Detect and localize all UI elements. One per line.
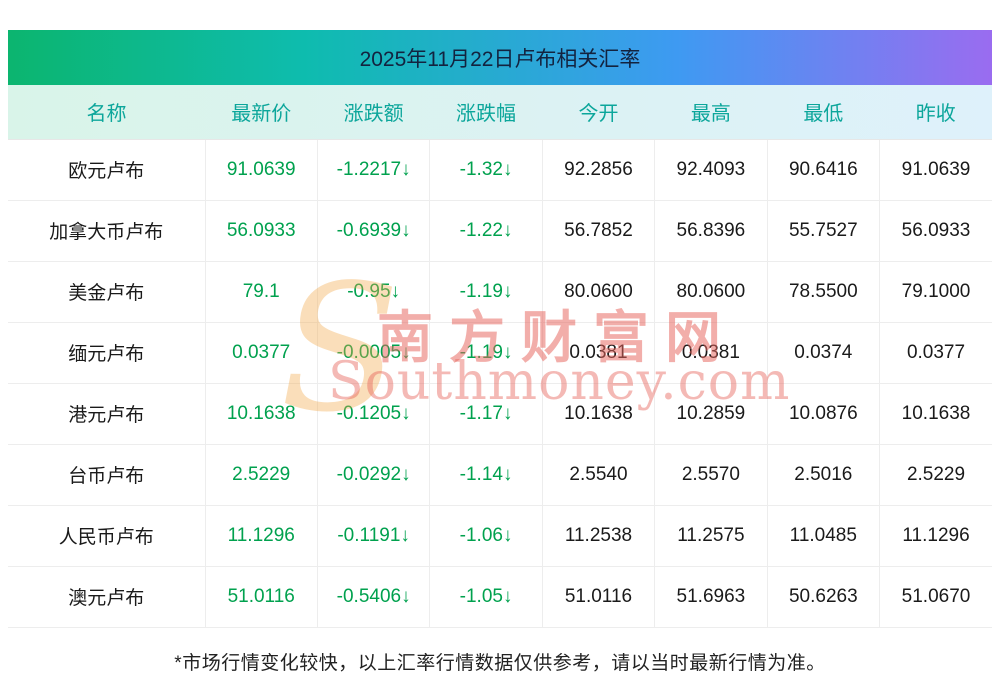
table-header-row: 名称 最新价 涨跌额 涨跌幅 今开 最高 最低 昨收 <box>8 85 992 140</box>
table-row: 台币卢布 2.5229 -0.0292↓ -1.14↓ 2.5540 2.5570 2.50… <box>8 444 992 506</box>
column-header-name: 名称 <box>8 85 205 140</box>
cell-low: 11.0485 <box>766 505 880 567</box>
cell-open: 10.1638 <box>541 383 655 445</box>
cell-open: 2.5540 <box>541 444 655 506</box>
column-header-high: 最高 <box>654 85 768 140</box>
column-header-change: 涨跌额 <box>317 85 430 140</box>
cell-prev_close: 56.0933 <box>879 200 992 262</box>
table-row: 澳元卢布 51.0116 -0.5406↓ -1.05↓ 51.0116 51.6963 5… <box>8 566 992 628</box>
cell-latest: 2.5229 <box>204 444 318 506</box>
cell-prev_close: 2.5229 <box>879 444 992 506</box>
cell-open: 51.0116 <box>541 566 655 628</box>
cell-change_pct: -1.14↓ <box>429 444 543 506</box>
cell-latest: 51.0116 <box>204 566 318 628</box>
table-body: 欧元卢布 91.0639 -1.2217↓ -1.32↓ 92.2856 92.4093 9… <box>8 139 992 628</box>
table-row: 人民币卢布 11.1296 -0.1191↓ -1.06↓ 11.2538 11.2575… <box>8 505 992 567</box>
cell-high: 11.2575 <box>654 505 768 567</box>
cell-prev_close: 11.1296 <box>879 505 992 567</box>
cell-low: 2.5016 <box>766 444 880 506</box>
table-row: 加拿大币卢布 56.0933 -0.6939↓ -1.22↓ 56.7852 56.839… <box>8 200 992 262</box>
cell-open: 92.2856 <box>541 139 655 201</box>
cell-low: 90.6416 <box>766 139 880 201</box>
cell-change: -0.6939↓ <box>316 200 430 262</box>
cell-high: 92.4093 <box>654 139 768 201</box>
cell-open: 80.0600 <box>541 261 655 323</box>
cell-latest: 11.1296 <box>204 505 318 567</box>
column-header-prev_close: 昨收 <box>879 85 992 140</box>
cell-high: 10.2859 <box>654 383 768 445</box>
cell-name: 美金卢布 <box>8 261 205 323</box>
cell-change_pct: -1.22↓ <box>429 200 543 262</box>
rates-table: 名称 最新价 涨跌额 涨跌幅 今开 最高 最低 昨收 欧元卢布 91.0639 -1.2217↓ -… <box>8 85 992 628</box>
cell-high: 0.0381 <box>654 322 768 384</box>
cell-name: 台币卢布 <box>8 444 205 506</box>
footer-disclaimer: *市场行情变化较快，以上汇率行情数据仅供参考，请以当时最新行情为准。 <box>174 652 826 674</box>
cell-prev_close: 51.0670 <box>879 566 992 628</box>
cell-change: -0.1191↓ <box>316 505 430 567</box>
cell-latest: 10.1638 <box>204 383 318 445</box>
cell-latest: 91.0639 <box>204 139 318 201</box>
cell-low: 55.7527 <box>766 200 880 262</box>
column-header-low: 最低 <box>767 85 880 140</box>
cell-change: -0.0005↓ <box>316 322 430 384</box>
cell-prev_close: 91.0639 <box>879 139 992 201</box>
cell-low: 10.0876 <box>766 383 880 445</box>
cell-open: 56.7852 <box>541 200 655 262</box>
cell-change_pct: -1.05↓ <box>429 566 543 628</box>
cell-name: 加拿大币卢布 <box>8 200 205 262</box>
cell-change_pct: -1.06↓ <box>429 505 543 567</box>
cell-high: 2.5570 <box>654 444 768 506</box>
cell-change_pct: -1.17↓ <box>429 383 543 445</box>
column-header-open: 今开 <box>542 85 655 140</box>
cell-latest: 56.0933 <box>204 200 318 262</box>
cell-prev_close: 79.1000 <box>879 261 992 323</box>
page-title: 2025年11月22日卢布相关汇率 <box>8 30 992 85</box>
cell-change: -0.0292↓ <box>316 444 430 506</box>
exchange-rates-page: 2025年11月22日卢布相关汇率 名称 最新价 涨跌额 涨跌幅 今开 最高 最低 昨收 欧元… <box>8 30 992 675</box>
cell-change_pct: -1.19↓ <box>429 261 543 323</box>
cell-open: 11.2538 <box>541 505 655 567</box>
table-row: 港元卢布 10.1638 -0.1205↓ -1.17↓ 10.1638 10.2859 1… <box>8 383 992 445</box>
cell-prev_close: 10.1638 <box>879 383 992 445</box>
table-row: 欧元卢布 91.0639 -1.2217↓ -1.32↓ 92.2856 92.4093 9… <box>8 139 992 201</box>
cell-name: 缅元卢布 <box>8 322 205 384</box>
cell-change_pct: -1.32↓ <box>429 139 543 201</box>
cell-name: 欧元卢布 <box>8 139 205 201</box>
column-header-latest: 最新价 <box>205 85 318 140</box>
cell-name: 澳元卢布 <box>8 566 205 628</box>
cell-latest: 0.0377 <box>204 322 318 384</box>
cell-low: 78.5500 <box>766 261 880 323</box>
cell-high: 56.8396 <box>654 200 768 262</box>
cell-prev_close: 0.0377 <box>879 322 992 384</box>
cell-change: -0.5406↓ <box>316 566 430 628</box>
cell-latest: 79.1 <box>204 261 318 323</box>
table-row: 缅元卢布 0.0377 -0.0005↓ -1.19↓ 0.0381 0.0381 0.03… <box>8 322 992 384</box>
cell-change: -1.2217↓ <box>316 139 430 201</box>
cell-name: 港元卢布 <box>8 383 205 445</box>
cell-change: -0.95↓ <box>316 261 430 323</box>
cell-low: 0.0374 <box>766 322 880 384</box>
cell-change: -0.1205↓ <box>316 383 430 445</box>
cell-high: 80.0600 <box>654 261 768 323</box>
cell-open: 0.0381 <box>541 322 655 384</box>
cell-name: 人民币卢布 <box>8 505 205 567</box>
column-header-change_pct: 涨跌幅 <box>429 85 543 140</box>
cell-low: 50.6263 <box>766 566 880 628</box>
table-row: 美金卢布 79.1 -0.95↓ -1.19↓ 80.0600 80.0600 78.550… <box>8 261 992 323</box>
cell-high: 51.6963 <box>654 566 768 628</box>
cell-change_pct: -1.19↓ <box>429 322 543 384</box>
